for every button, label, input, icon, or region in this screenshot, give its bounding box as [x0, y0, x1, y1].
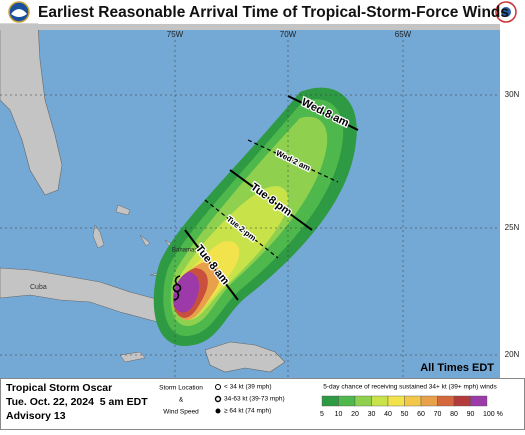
time-lines	[184, 95, 359, 301]
time-line	[204, 199, 279, 259]
land-north	[0, 24, 500, 30]
lat-label: 30N	[505, 90, 520, 99]
place-label: Cuba	[30, 284, 47, 291]
lat-label: 20N	[505, 350, 520, 359]
scale-label: 60	[417, 411, 425, 418]
scale-box	[437, 395, 455, 407]
scale-label: 70	[434, 411, 442, 418]
scale-box	[453, 395, 471, 407]
scale-label: 90	[467, 411, 475, 418]
time-note: All Times EDT	[420, 362, 494, 374]
swath-90	[173, 272, 200, 313]
time-line	[287, 95, 359, 131]
title: Earliest Reasonable Arrival Time of Trop…	[38, 4, 509, 21]
scale-label: 100 %	[483, 411, 503, 418]
scale-box	[338, 395, 356, 407]
scale-box	[470, 395, 488, 407]
time-line	[229, 169, 313, 231]
header-bar	[0, 0, 525, 24]
issue-time: Tue. Oct. 22, 2024 5 am EDT	[6, 396, 148, 408]
scale-label: 20	[351, 411, 359, 418]
symbol-storm	[214, 395, 222, 403]
scale-label: 40	[384, 411, 392, 418]
scale-box	[387, 395, 405, 407]
lon-label: 75W	[167, 30, 184, 39]
scale-box	[420, 395, 438, 407]
lon-label: 65W	[395, 30, 412, 39]
color-scale: 5 10 20 30 40 50 60 70 80 90 100 %	[320, 395, 503, 418]
land-jamaica	[119, 351, 146, 363]
symbol-legend-subtitle: Wind Speed	[163, 409, 199, 416]
scale-box	[371, 395, 389, 407]
storm-symbol	[172, 275, 182, 301]
graticule	[0, 40, 500, 378]
storm-name: Tropical Storm Oscar	[6, 382, 112, 394]
scale-label: 10	[335, 411, 343, 418]
scale-box	[354, 395, 372, 407]
symbol-item: ≥ 64 kt (74 mph)	[224, 408, 271, 415]
nws-logo-center	[501, 7, 511, 17]
place-label: Bahamas	[172, 248, 197, 254]
lat-margin	[500, 24, 525, 378]
scale-label: 50	[401, 411, 409, 418]
land-hispaniola	[204, 341, 286, 373]
symbol-weak	[215, 384, 221, 390]
advisory: Advisory 13	[6, 410, 66, 422]
symbol-item: 34-63 kt (39-73 mph)	[224, 396, 285, 403]
scale-label: 80	[450, 411, 458, 418]
time-line	[184, 229, 239, 301]
symbol-hurricane	[215, 408, 221, 414]
storm-arms	[173, 275, 181, 301]
scale-title: 5-day chance of receiving sustained 34+ …	[323, 384, 497, 391]
scale-box	[404, 395, 422, 407]
time-line	[247, 139, 339, 183]
lon-label: 70W	[280, 30, 297, 39]
land-bahamas	[92, 204, 176, 277]
noaa-logo-bird	[11, 9, 27, 17]
land-florida	[0, 23, 63, 196]
symbol-item: < 34 kt (39 mph)	[224, 384, 272, 391]
lat-label: 25N	[505, 223, 520, 232]
scale-box	[321, 395, 339, 407]
scale-label: 5	[320, 411, 324, 418]
symbol-legend-title: Storm Location	[159, 385, 203, 392]
scale-label: 30	[368, 411, 376, 418]
symbol-legend-amp: &	[179, 397, 184, 404]
